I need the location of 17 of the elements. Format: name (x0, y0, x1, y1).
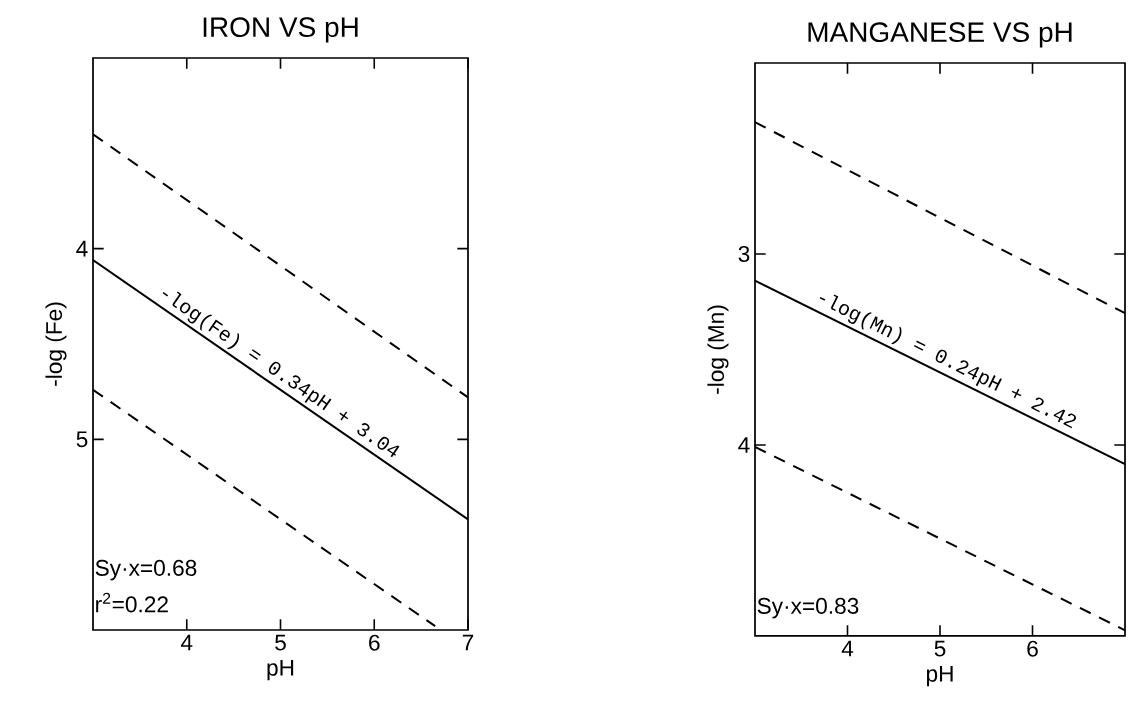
y-axis-title: -log (Fe) (45, 302, 67, 386)
annotation: Sy·x=0.83 (757, 597, 859, 619)
chart-title: IRON VS pH (203, 17, 358, 43)
annotation: r$^{2}$=0.22 (96, 592, 168, 613)
x-axis-title: pH (926, 665, 953, 687)
y-axis-title: -log (Mn) (707, 305, 729, 394)
x-tick-label: 4 (180, 634, 193, 651)
x-tick-label: 6 (369, 634, 380, 651)
y-tick-label: 3 (738, 245, 750, 263)
x-axis-title: pH (267, 659, 294, 681)
chart-title: MANGANESE VS pH (808, 22, 1072, 48)
x-tick-label: 4 (841, 640, 854, 657)
annotation: Sy·x=0.68 (95, 559, 197, 581)
x-tick-label: 6 (1027, 640, 1038, 657)
x-tick-label: 5 (934, 640, 946, 657)
x-tick-label: 5 (275, 634, 286, 651)
x-tick-label: 7 (462, 634, 474, 651)
